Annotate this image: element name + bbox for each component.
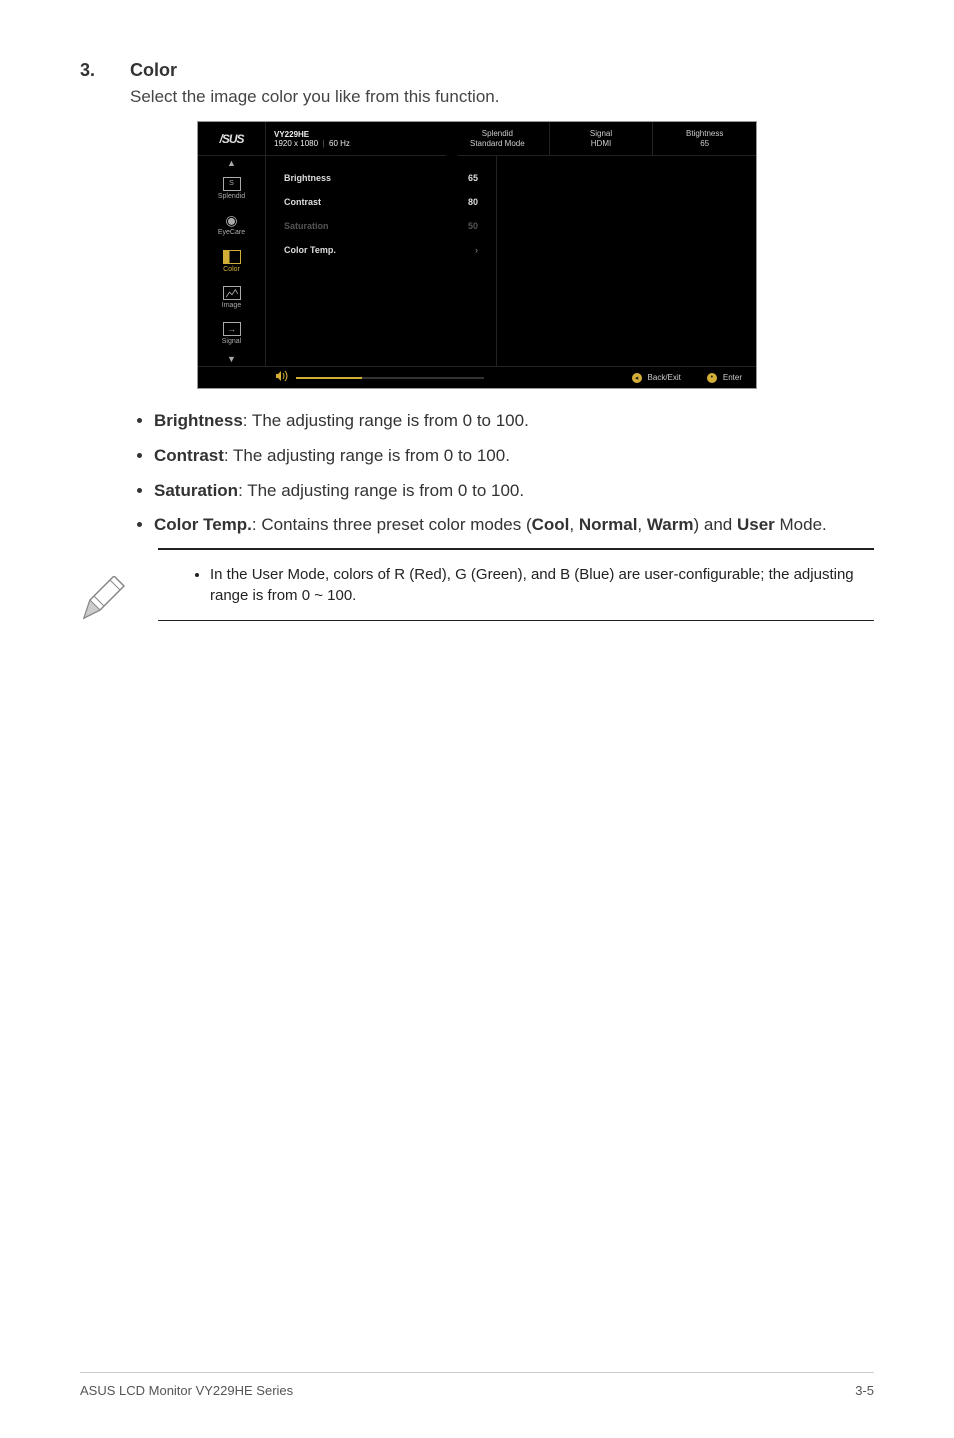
section-number: 3. [80, 60, 106, 81]
footer-right: 3-5 [855, 1383, 874, 1398]
sidebar-label-splendid: Splendid [218, 193, 245, 200]
osd-enter-label: Enter [723, 373, 742, 382]
osd-header-signal: Signal HDMI [549, 122, 653, 155]
note-block: In the User Mode, colors of R (Red), G (… [80, 548, 874, 622]
color-icon [223, 250, 241, 264]
osd-header-info: VY229HE 1920 x 1080 | 60 Hz [266, 122, 446, 155]
signal-icon: → [223, 322, 241, 336]
osd-brightness-label: Btightness [686, 129, 723, 139]
osd-header-splendid: Splendid Standard Mode [446, 122, 549, 155]
osd-back-label: Back/Exit [648, 373, 681, 382]
chevron-right-icon: › [475, 245, 478, 255]
sidebar-item-signal[interactable]: → Signal [198, 316, 265, 352]
page-footer: ASUS LCD Monitor VY229HE Series 3-5 [80, 1372, 874, 1398]
osd-row-saturation-value: 50 [468, 221, 478, 231]
osd-row-contrast[interactable]: Contrast 80 [278, 190, 484, 214]
osd-brightness-value: 65 [700, 139, 709, 149]
note-text: In the User Mode, colors of R (Red), G (… [210, 564, 874, 606]
osd-row-brightness-label: Brightness [284, 173, 331, 183]
osd-row-contrast-label: Contrast [284, 197, 321, 207]
scroll-up-icon[interactable]: ▲ [198, 156, 265, 170]
osd-row-contrast-value: 80 [468, 197, 478, 207]
sidebar-item-splendid[interactable]: S Splendid [198, 170, 265, 206]
osd-volume-bar [296, 377, 484, 379]
osd-refresh: 60 Hz [329, 139, 350, 148]
section-title: Color [130, 60, 177, 81]
osd-row-saturation-label: Saturation [284, 221, 329, 231]
osd-signal-label: Signal [590, 129, 612, 139]
volume-icon [276, 370, 290, 385]
bullet-brightness: Brightness: The adjusting range is from … [154, 409, 874, 433]
pencil-icon [80, 576, 126, 622]
osd-preview-area [496, 156, 756, 366]
eyecare-icon: ◉ [223, 213, 241, 227]
osd-signal-value: HDMI [591, 139, 611, 149]
osd-splendid-label: Splendid [482, 129, 513, 139]
osd-splendid-value: Standard Mode [470, 139, 525, 149]
osd-model: VY229HE [274, 130, 309, 139]
image-icon [223, 286, 241, 300]
bullet-saturation: Saturation: The adjusting range is from … [154, 479, 874, 503]
bullet-list: Brightness: The adjusting range is from … [130, 409, 874, 537]
osd-volume[interactable] [266, 370, 496, 385]
sidebar-label-image: Image [222, 302, 241, 309]
osd-row-colortemp[interactable]: Color Temp. › [278, 238, 484, 262]
osd-row-brightness-value: 65 [468, 173, 478, 183]
bullet-contrast: Contrast: The adjusting range is from 0 … [154, 444, 874, 468]
section-desc: Select the image color you like from thi… [130, 87, 874, 107]
osd-logo: /SUS [198, 122, 266, 155]
osd-list: Brightness 65 Contrast 80 Saturation 50 [266, 156, 496, 366]
back-button-icon[interactable]: ◂ [632, 373, 642, 383]
sidebar-label-color: Color [223, 266, 240, 273]
osd-row-brightness[interactable]: Brightness 65 [278, 166, 484, 190]
osd-resolution: 1920 x 1080 [274, 139, 318, 148]
splendid-icon: S [223, 177, 241, 191]
osd-header-brightness: Btightness 65 [652, 122, 756, 155]
osd-row-colortemp-label: Color Temp. [284, 245, 336, 255]
footer-left: ASUS LCD Monitor VY229HE Series [80, 1383, 293, 1398]
logo-text: /SUS [219, 132, 243, 146]
sidebar-item-eyecare[interactable]: ◉ EyeCare [198, 206, 265, 242]
bullet-colortemp: Color Temp.: Contains three preset color… [154, 513, 874, 537]
osd-sidebar: ▲ S Splendid ◉ EyeCare Color [198, 156, 266, 366]
enter-button-icon[interactable]: • [707, 373, 717, 383]
sidebar-item-image[interactable]: Image [198, 279, 265, 315]
sidebar-label-eyecare: EyeCare [218, 229, 245, 236]
sidebar-item-color[interactable]: Color [198, 243, 265, 279]
osd-row-saturation: Saturation 50 [278, 214, 484, 238]
sidebar-label-signal: Signal [222, 338, 241, 345]
osd-panel: /SUS VY229HE 1920 x 1080 | 60 Hz Splendi… [197, 121, 757, 389]
scroll-down-icon[interactable]: ▼ [198, 352, 265, 366]
